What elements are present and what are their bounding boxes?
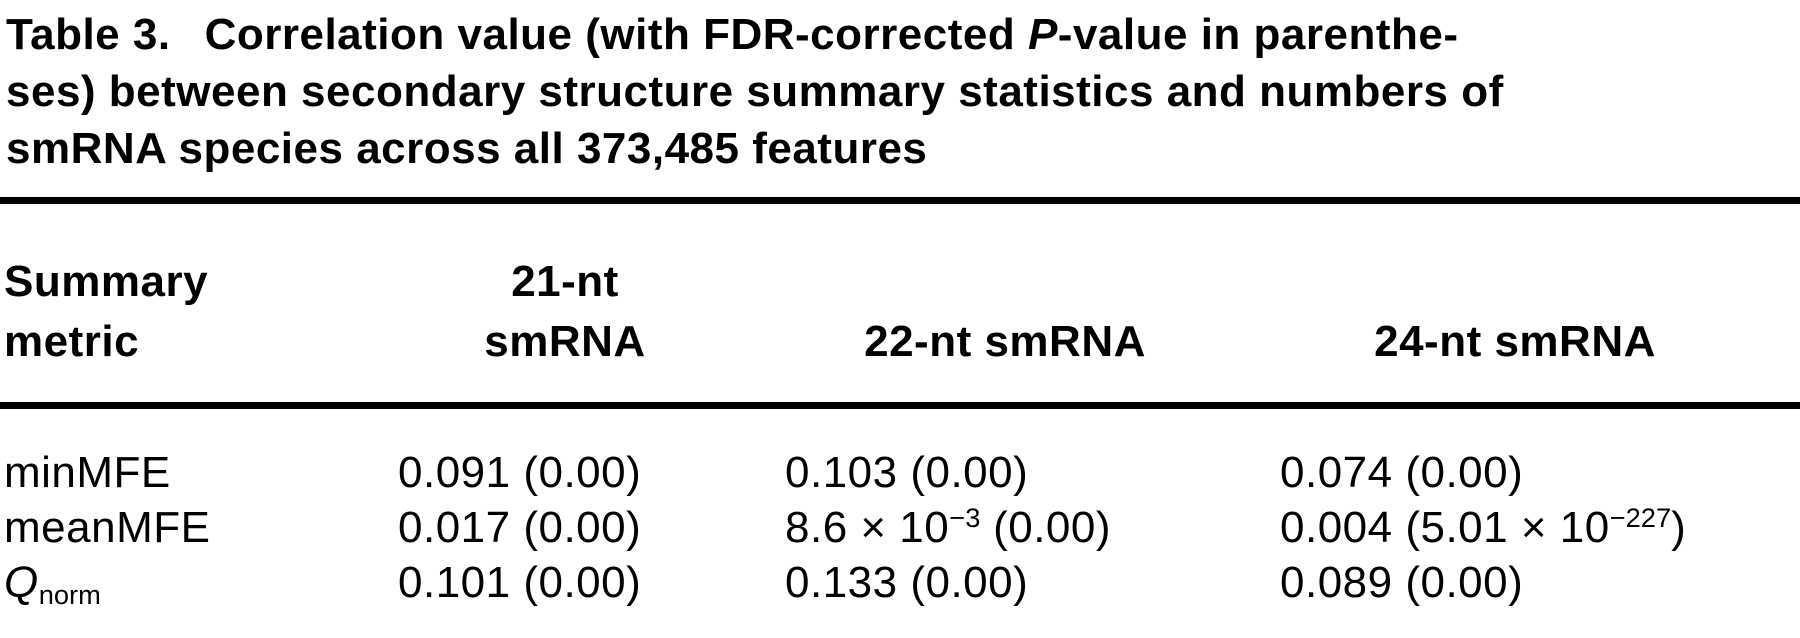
value-close-paren: ) — [1671, 503, 1687, 552]
header-21nt: 21-nt — [511, 257, 619, 306]
column-header-summary-metric: Summary metric — [0, 252, 350, 372]
value-cell-21nt: 0.017 (0.00) — [398, 503, 642, 552]
value-cell-21nt: 0.101 (0.00) — [398, 558, 642, 607]
caption-line-3: smRNA species across all 373,485 feature… — [6, 124, 928, 173]
metric-cell: meanMFE — [4, 503, 211, 552]
metric-cell: minMFE — [4, 448, 171, 497]
value-cell-24nt: 0.074 (0.00) — [1280, 448, 1524, 497]
header-21nt-smrna: smRNA — [484, 317, 646, 366]
table-body: minMFE 0.091 (0.00) 0.103 (0.00) 0.074 (… — [0, 409, 1800, 610]
column-header-22nt-smrna: 22-nt smRNA — [864, 317, 1146, 366]
value-base: 0.004 (5.01 × 10 — [1280, 503, 1610, 552]
value-base: 8.6 × 10 — [785, 503, 950, 552]
value-exponent: −227 — [1609, 502, 1672, 533]
value-cell-24nt: 0.089 (0.00) — [1280, 558, 1524, 607]
value-cell-21nt: 0.091 (0.00) — [398, 448, 642, 497]
value-cell-22nt: 0.103 (0.00) — [785, 448, 1029, 497]
table-caption: Table 3. Correlation value (with FDR-corr… — [0, 0, 1800, 177]
caption-line-1: Table 3. Correlation value (with FDR-corr… — [6, 6, 1800, 63]
caption-text-after-p: -value in parenthe- — [1057, 10, 1459, 59]
value-cell-24nt: 0.004 (5.01 × 10−227) — [1230, 500, 1800, 555]
caption-line-2: ses) between secondary structure summary… — [6, 67, 1504, 116]
table-rule-top — [0, 197, 1800, 204]
table-number-label: Table 3. — [6, 10, 171, 59]
header-summary: Summary — [4, 257, 209, 306]
metric-subscript-norm: norm — [38, 578, 101, 610]
value-cell-22nt: 0.133 (0.00) — [785, 558, 1029, 607]
value-cell-22nt: 8.6 × 10−3 (0.00) — [780, 500, 1230, 555]
metric-cell: Qnorm — [0, 555, 350, 610]
table-figure: Table 3. Correlation value (with FDR-corr… — [0, 0, 1800, 610]
column-header-21nt-smrna: 21-nt smRNA — [350, 252, 780, 372]
caption-italic-p: P — [1027, 10, 1058, 59]
caption-text-before-p: Correlation value (with FDR-corrected — [204, 10, 1028, 59]
column-header-24nt-smrna: 24-nt smRNA — [1374, 317, 1656, 366]
metric-symbol-q: Q — [4, 558, 39, 607]
table-header-row: Summary metric 21-nt smRNA 22-nt smRNA 2… — [0, 204, 1800, 402]
header-metric: metric — [4, 317, 140, 366]
value-exponent: −3 — [949, 502, 981, 533]
table-rule-mid — [0, 402, 1800, 409]
value-pvalue: (0.00) — [980, 503, 1112, 552]
